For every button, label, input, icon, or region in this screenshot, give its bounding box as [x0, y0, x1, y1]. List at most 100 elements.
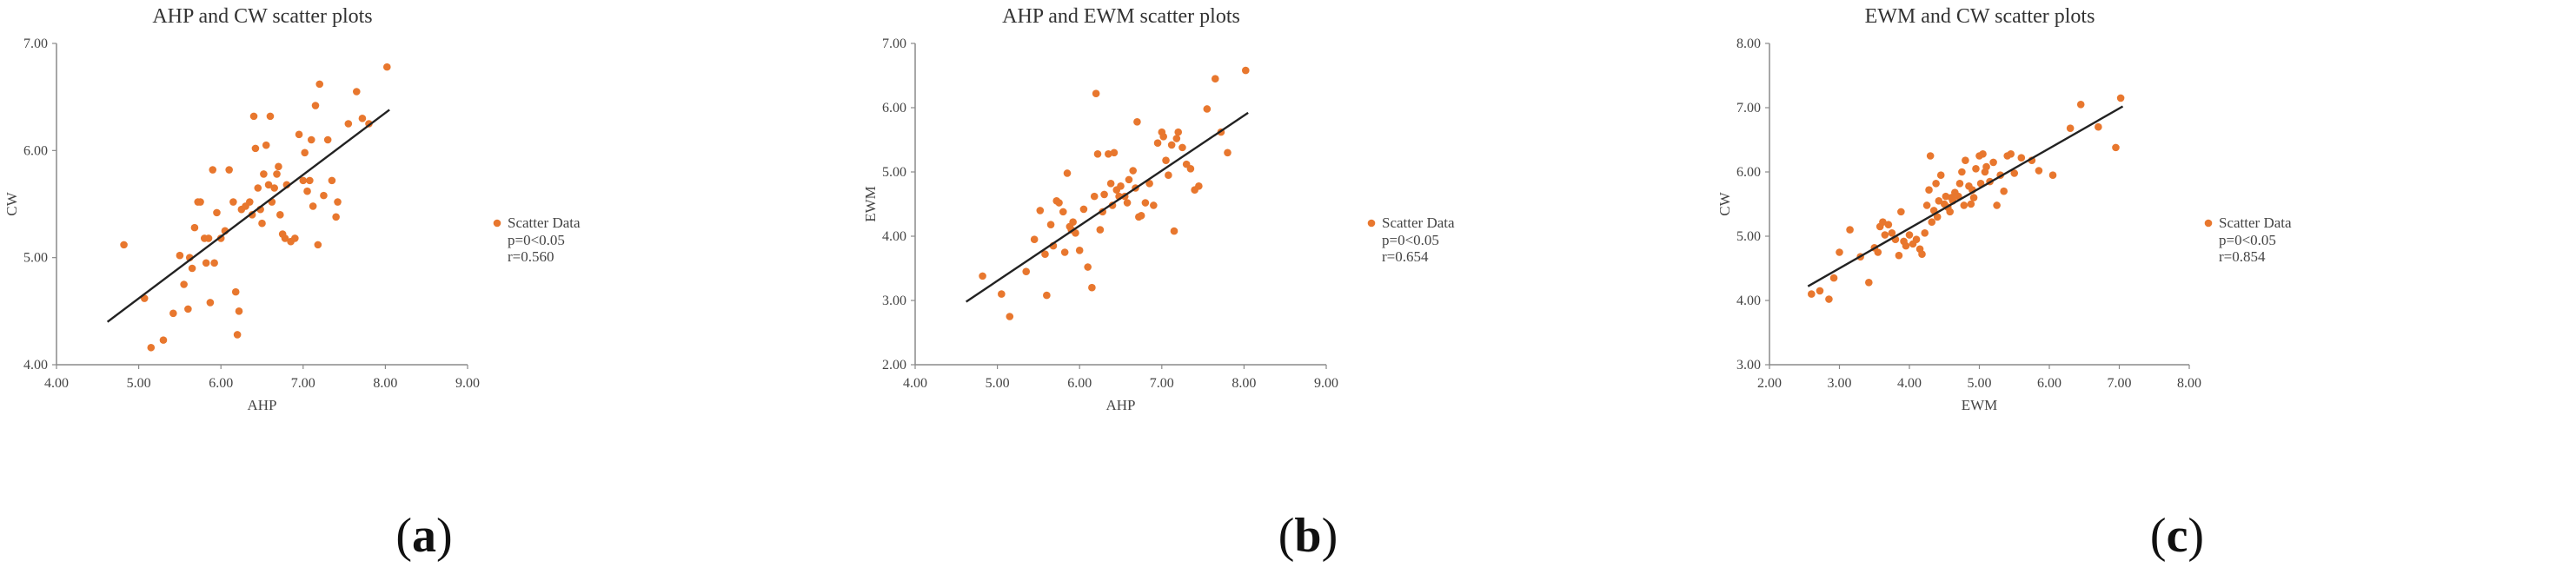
p-value-annotation: p=0<0.05: [2219, 232, 2276, 248]
x-tick-label: 8.00: [2177, 376, 2201, 391]
y-tick-label: 5.00: [23, 251, 48, 266]
scatter-point: [1093, 149, 1102, 158]
trendline: [106, 109, 390, 323]
scatter-point: [979, 272, 986, 280]
chart-title: AHP and CW scatter plots: [152, 5, 372, 28]
x-tick-label: 2.00: [1757, 376, 1782, 391]
scatter-point: [190, 223, 199, 232]
y-axis-label: CW: [1716, 191, 1733, 215]
scatter-point: [209, 166, 217, 174]
scatter-point: [1836, 248, 1843, 256]
scatter-point: [1241, 66, 1250, 75]
scatter-point: [231, 287, 240, 296]
scatter-point: [1186, 165, 1195, 173]
scatter-point: [2116, 94, 2125, 102]
scatter-point: [2010, 169, 2019, 177]
x-axis-label: AHP: [1105, 397, 1135, 413]
y-tick-label: 2.00: [882, 358, 906, 373]
scatter-point: [1133, 117, 1141, 126]
scatter-point: [147, 343, 156, 352]
scatter-point: [1888, 229, 1896, 237]
scatter-point: [275, 162, 282, 171]
scatter-point: [264, 181, 273, 189]
scatter-point: [1897, 208, 1905, 216]
y-tick-label: 8.00: [1736, 36, 1761, 51]
scatter-point: [262, 141, 270, 149]
scatter-point: [1075, 246, 1084, 254]
scatter-point: [235, 307, 243, 315]
scatter-point: [1022, 267, 1031, 276]
scatter-point: [2076, 101, 2085, 109]
scatter-point: [315, 80, 324, 89]
scatter-point: [281, 234, 289, 242]
scatter-point: [1933, 213, 1942, 221]
scatter-point: [1881, 231, 1889, 239]
scatter-point: [216, 234, 225, 242]
scatter-point: [210, 259, 218, 267]
scatter-point: [1918, 250, 1926, 259]
x-tick-label: 6.00: [209, 376, 233, 391]
scatter-point: [334, 198, 342, 206]
y-tick-label: 7.00: [23, 36, 48, 51]
x-tick-label: 9.00: [1314, 376, 1338, 391]
scatter-chart-a: AHP and CW scatter plots 4.00 5.00 6.00 7.00…: [3, 5, 581, 413]
scatter-point: [233, 331, 242, 339]
scatter-point: [314, 241, 322, 249]
scatter-point: [1993, 201, 2001, 209]
x-tick-label: 6.00: [2037, 376, 2061, 391]
scatter-point: [311, 102, 320, 109]
x-tick-label: 4.00: [903, 376, 927, 391]
scatter-point: [202, 259, 210, 267]
scatter-point: [1079, 205, 1088, 214]
scatter-point: [332, 213, 340, 221]
scatter-chart-b: AHP and EWM scatter plots 4.00 5.00 6.00 7.0…: [862, 5, 1455, 413]
scatter-point: [1921, 229, 1929, 237]
y-tick-label: 4.00: [882, 229, 906, 244]
scatter-point: [1106, 180, 1115, 188]
scatter-point: [1006, 313, 1014, 320]
p-value-annotation: p=0<0.05: [508, 232, 565, 248]
scatter-point: [120, 241, 128, 249]
scatter-point: [1036, 207, 1045, 214]
scatter-point: [1816, 287, 1824, 295]
scatter-point: [1955, 180, 1964, 188]
scatter-point: [1141, 199, 1150, 207]
scatter-point: [1069, 218, 1077, 227]
scatter-point: [213, 208, 221, 217]
scatter-point: [1092, 89, 1100, 98]
scatter-point: [1884, 221, 1893, 228]
x-axis-label: AHP: [247, 397, 276, 413]
scatter-point: [344, 120, 353, 128]
y-axis-label: CW: [3, 191, 20, 215]
scatter-point: [1825, 295, 1833, 303]
scatter-point: [291, 234, 299, 242]
y-axis-label: EWM: [862, 186, 879, 222]
scatter-point: [1879, 218, 1887, 227]
scatter-point: [1030, 235, 1039, 244]
panel-b: AHP and EWM scatter plots 4.00 5.00 6.00 7.0…: [859, 0, 1717, 574]
scatter-point: [1211, 75, 1219, 82]
y-tick-label: 6.00: [23, 143, 48, 158]
legend-marker: [1367, 219, 1376, 228]
y-tick-label: 5.00: [882, 165, 906, 180]
scatter-point: [266, 112, 275, 121]
scatter-point: [1926, 152, 1935, 160]
scatter-point: [1922, 201, 1931, 209]
scatter-point: [1172, 135, 1181, 142]
scatter-point: [1150, 201, 1158, 209]
scatter-point: [1046, 221, 1055, 228]
x-tick-label: 5.00: [986, 376, 1010, 391]
scatter-point: [1088, 283, 1096, 292]
scatter-point: [1096, 226, 1105, 234]
scatter-point: [2066, 124, 2075, 132]
scatter-point: [303, 187, 311, 195]
scatter-point: [2000, 187, 2008, 195]
scatter-point: [1846, 226, 1854, 234]
legend-label: Scatter Data: [508, 214, 581, 231]
scatter-point: [159, 336, 168, 344]
scatter-point: [1895, 251, 1903, 260]
scatter-point: [184, 305, 192, 313]
p-value-annotation: p=0<0.05: [1382, 232, 1439, 248]
y-tick-label: 6.00: [1736, 165, 1761, 180]
